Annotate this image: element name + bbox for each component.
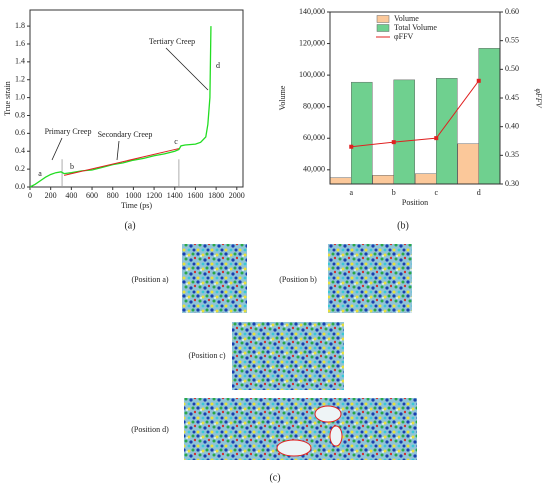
x-tick-label: 2000 xyxy=(229,191,245,200)
plot-frame xyxy=(329,11,501,185)
x-tick-label: 800 xyxy=(107,191,119,200)
y-tick-label: 120,000 xyxy=(299,38,325,47)
position-image xyxy=(182,244,247,313)
y-tick-label: 80,000 xyxy=(303,102,325,111)
x-axis-label: Time (ps) xyxy=(121,201,152,210)
x-tick-label: 600 xyxy=(86,191,98,200)
x-tick-label: b xyxy=(392,188,396,197)
ffv-marker xyxy=(349,144,354,149)
x-tick-label: 400 xyxy=(65,191,77,200)
annotation: c xyxy=(174,137,178,146)
bar xyxy=(436,78,458,185)
annotation: Secondary Creep xyxy=(98,130,153,139)
x-tick-label: 1000 xyxy=(125,191,141,200)
bar xyxy=(415,173,437,185)
legend-swatch xyxy=(376,15,390,23)
ffv-marker xyxy=(434,136,439,141)
ffv-marker xyxy=(391,140,396,145)
annotation: d xyxy=(216,61,220,70)
annotation: b xyxy=(70,162,74,171)
legend-swatch xyxy=(376,24,390,32)
bar xyxy=(372,175,394,185)
void xyxy=(276,439,312,457)
position-label: (Position b) xyxy=(279,275,317,284)
annotation-arrow xyxy=(165,47,209,91)
panel-label: (b) xyxy=(397,220,409,231)
ffv-line xyxy=(351,80,480,148)
annotation: a xyxy=(38,169,42,178)
annotation-arrow xyxy=(116,140,120,161)
bar xyxy=(351,81,373,185)
strain-line xyxy=(29,26,212,188)
y2-tick-label: 0.30 xyxy=(505,179,519,188)
legend-label: Total Volume xyxy=(394,23,437,32)
annotation-arrow xyxy=(51,137,63,161)
bar xyxy=(478,48,500,185)
x-tick-label: 1800 xyxy=(208,191,224,200)
y2-tick-label: 0.50 xyxy=(505,64,519,73)
strain-line xyxy=(64,148,180,176)
y-axis-label: True strain xyxy=(3,81,12,116)
panel-label: (c) xyxy=(269,472,280,483)
legend-label: Volume xyxy=(394,14,419,23)
annotation: Tertiary Creep xyxy=(149,37,195,46)
bar xyxy=(457,143,479,185)
x-tick-label: 1400 xyxy=(167,191,183,200)
y2-axis-label: φFFV xyxy=(534,88,543,108)
plot-frame xyxy=(29,9,244,188)
bar xyxy=(330,177,352,185)
position-image xyxy=(232,322,344,390)
x-tick-label: c xyxy=(434,188,438,197)
y2-tick-label: 0.35 xyxy=(505,150,519,159)
x-tick-label: d xyxy=(477,188,481,197)
x-tick-label: 1600 xyxy=(187,191,203,200)
position-label: (Position a) xyxy=(131,275,168,284)
panel-label: (a) xyxy=(124,220,135,231)
y2-tick-label: 0.40 xyxy=(505,121,519,130)
legend-label: φFFV xyxy=(394,32,414,41)
y-tick-label: 0.2 xyxy=(15,164,25,173)
y-tick-label: 0.0 xyxy=(15,182,25,191)
bar xyxy=(393,79,415,185)
y-tick-label: 100,000 xyxy=(299,70,325,79)
x-tick-label: 1200 xyxy=(146,191,162,200)
y-axis-label: Volume xyxy=(278,85,287,110)
y-tick-label: 1.8 xyxy=(15,21,25,30)
y-tick-label: 1.2 xyxy=(15,75,25,84)
position-image xyxy=(328,244,412,313)
y-tick-label: 0.6 xyxy=(15,128,25,137)
y-tick-label: 1.4 xyxy=(15,57,25,66)
y2-tick-label: 0.60 xyxy=(505,7,519,16)
y-tick-label: 1.0 xyxy=(15,92,25,101)
y2-tick-label: 0.55 xyxy=(505,35,519,44)
void xyxy=(329,425,343,447)
x-axis-label: Position xyxy=(402,198,428,207)
annotation: Primary Creep xyxy=(45,127,92,136)
x-tick-label: 0 xyxy=(28,191,32,200)
x-tick-label: a xyxy=(349,188,353,197)
y-tick-label: 1.6 xyxy=(15,39,25,48)
y-tick-label: 60,000 xyxy=(303,133,325,142)
y2-tick-label: 0.45 xyxy=(505,93,519,102)
position-label: (Position c) xyxy=(188,351,225,360)
y-tick-label: 40,000 xyxy=(303,165,325,174)
y-tick-label: 140,000 xyxy=(299,7,325,16)
void xyxy=(314,405,342,423)
x-tick-label: 200 xyxy=(45,191,57,200)
y-tick-label: 0.8 xyxy=(15,110,25,119)
ffv-marker xyxy=(476,78,481,83)
y-tick-label: 0.4 xyxy=(15,146,25,155)
panel-c: (Position a) (Position b) (Position c) (… xyxy=(131,244,417,460)
position-label: (Position d) xyxy=(131,425,169,434)
